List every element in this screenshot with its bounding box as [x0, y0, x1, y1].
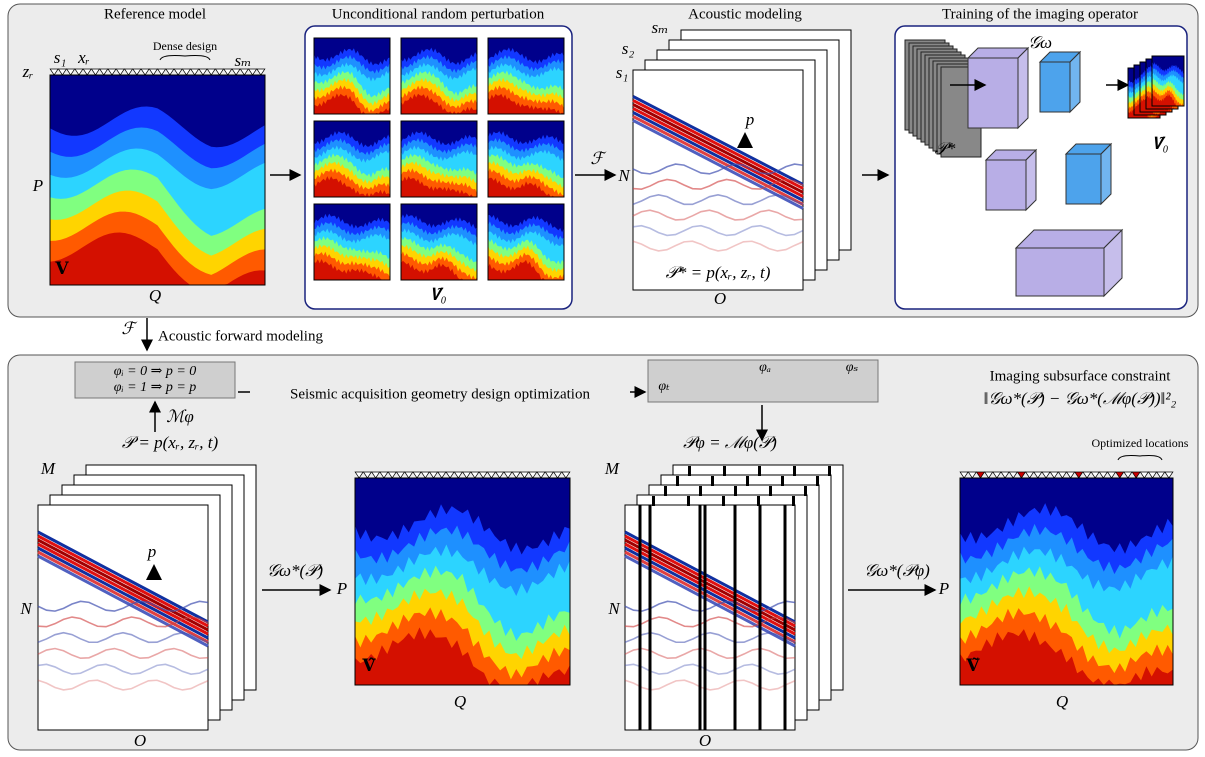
masked-trace — [804, 486, 807, 496]
layer — [968, 58, 1018, 128]
label: 𝐕 — [54, 259, 69, 278]
label: p — [745, 110, 755, 129]
label: 𝒫* = p(xᵣ, zᵣ, t) — [666, 263, 771, 282]
figure: Reference model Dense design zᵣ s₁ xᵣ sₘ… — [0, 0, 1205, 757]
masked-trace — [757, 496, 760, 506]
label: 𝒫 = p(xᵣ, zᵣ, t) — [122, 433, 219, 452]
masked-trace — [676, 476, 679, 486]
layer — [1026, 150, 1036, 210]
label: zᵣ — [22, 62, 34, 81]
masked-trace — [746, 476, 749, 486]
label: 𝒫φ = ℳφ(𝒫) — [683, 433, 777, 452]
label: P — [32, 176, 43, 195]
label: N — [607, 599, 621, 618]
masked-trace — [734, 486, 737, 496]
label: 𝐕̃₀ — [429, 285, 446, 304]
masked-trace — [664, 486, 667, 496]
masked-trace — [792, 496, 795, 506]
layer — [1018, 48, 1028, 128]
label: φᵢ = 0 ⇒ p = 0 — [114, 364, 197, 379]
label: Seismic acquisition geometry design opti… — [290, 386, 590, 402]
label: Q — [149, 286, 161, 305]
label: p — [147, 542, 157, 561]
label: 𝒢ω*(𝒫φ) — [864, 561, 930, 580]
label: M — [604, 459, 620, 478]
masked-trace — [652, 496, 655, 506]
masked-trace — [711, 476, 714, 486]
label: s₁ — [616, 63, 629, 82]
label: sₘ — [651, 18, 668, 37]
masked-trace — [758, 466, 761, 476]
label: 𝐕̂ — [361, 656, 376, 675]
title: Acoustic modeling — [688, 6, 802, 22]
masked-trace — [723, 466, 726, 476]
label: O — [699, 731, 711, 750]
label: 𝒫* — [935, 139, 956, 158]
label: Dense design — [153, 39, 217, 53]
title: Reference model — [104, 6, 206, 22]
masked-trace — [816, 476, 819, 486]
title: Unconditional random perturbation — [332, 6, 545, 22]
layer — [1016, 248, 1104, 296]
layer — [1066, 154, 1101, 204]
label: φₛ — [846, 360, 859, 375]
label: Optimized locations — [1092, 436, 1189, 450]
label: 𝐕̃₀ — [1151, 134, 1168, 153]
label: P — [938, 579, 949, 598]
label: M — [40, 459, 56, 478]
label: Acoustic forward modeling — [158, 328, 323, 344]
label: s₁ — [54, 48, 67, 67]
label: 𝒢ω*(𝒫) — [267, 561, 324, 580]
masked-trace — [699, 486, 702, 496]
label: 𝐕̃ — [965, 656, 980, 675]
label: s₂ — [622, 39, 635, 58]
label: ‖𝒢ω*(𝒫) − 𝒢ω*(ℳφ(𝒫))‖²₂ — [984, 389, 1177, 408]
masked-trace — [688, 466, 691, 476]
label: φᵢ = 1 ⇒ p = p — [114, 380, 197, 395]
masked-trace — [687, 496, 690, 506]
masked-trace — [828, 466, 831, 476]
label: N — [617, 166, 631, 185]
label: O — [134, 731, 146, 750]
label: 𝒢ω — [1028, 33, 1052, 52]
label: Q — [454, 692, 466, 711]
layer — [1040, 62, 1070, 112]
label: ℱ — [121, 319, 138, 338]
layer — [1070, 52, 1080, 112]
label: xᵣ — [77, 48, 90, 67]
layer — [1101, 144, 1111, 204]
masked-trace — [781, 476, 784, 486]
label: Q — [1056, 692, 1068, 711]
label: ℳφ — [166, 407, 194, 426]
label: N — [19, 599, 33, 618]
masked-trace — [769, 486, 772, 496]
label: P — [336, 579, 347, 598]
layer — [986, 160, 1026, 210]
title: Training of the imaging operator — [942, 6, 1138, 22]
label: φₜ — [658, 379, 670, 394]
label: φₐ — [759, 360, 771, 375]
label: O — [714, 289, 726, 308]
label: Imaging subsurface constraint — [990, 368, 1172, 384]
masked-trace — [722, 496, 725, 506]
label: sₘ — [234, 51, 251, 70]
masked-trace — [793, 466, 796, 476]
